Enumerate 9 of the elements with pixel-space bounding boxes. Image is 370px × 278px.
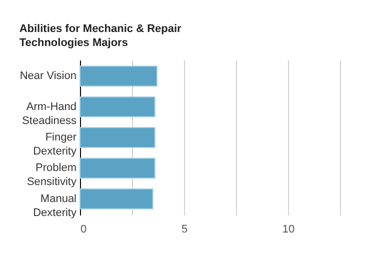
y-tick-label: Finger Dexterity — [33, 132, 77, 158]
y-tick-label: Arm-Hand Steadiness — [22, 100, 77, 127]
x-tick-label: 0 — [80, 224, 87, 236]
y-tick-label: Near Vision — [20, 70, 76, 82]
y-tick-label: Manual Dexterity — [33, 192, 77, 219]
x-tick-label: 5 — [181, 224, 188, 236]
x-tick-label: 10 — [282, 224, 295, 236]
chart-title: Abilities for Mechanic & Repair Technologies Majors — [19, 23, 182, 49]
y-tick-label: Problem Sensitivity — [26, 162, 77, 188]
